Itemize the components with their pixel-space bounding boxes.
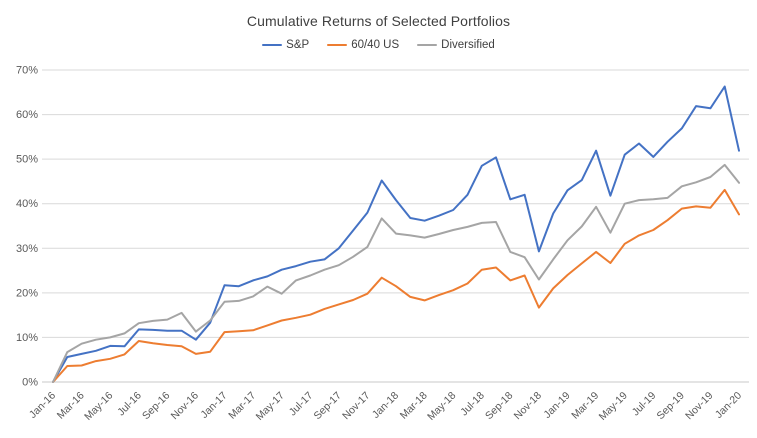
x-tick-label: Jan-16 (27, 390, 58, 421)
y-tick-label: 60% (16, 109, 38, 121)
x-tick-label: Mar-18 (398, 390, 430, 422)
y-tick-label: 20% (16, 287, 38, 299)
chart-legend: S&P 60/40 US Diversified (0, 39, 757, 51)
series-line-60-40-us (52, 188, 740, 383)
x-tick-label: May-19 (597, 390, 630, 423)
x-tick-label: Sep-18 (483, 390, 516, 423)
x-tick-label: Mar-16 (55, 390, 87, 422)
legend-item-sp: S&P (262, 39, 309, 51)
y-tick-label: 30% (16, 243, 38, 255)
x-tick-label: Jan-18 (370, 390, 401, 421)
x-tick-label: May-18 (425, 390, 458, 423)
x-tick-label: Jan-19 (541, 390, 572, 421)
legend-line-swatch-diversified (417, 43, 438, 47)
chart-title: Cumulative Returns of Selected Portfolio… (246, 13, 511, 29)
x-tick-label: Mar-17 (226, 390, 258, 422)
x-tick-label: Sep-19 (654, 390, 687, 423)
y-tick-label: 40% (16, 198, 38, 210)
x-tick-label: Nov-19 (683, 390, 716, 423)
legend-item-diversified: Diversified (417, 39, 495, 51)
legend-item-6040us: 60/40 US (327, 39, 399, 51)
x-tick-label: Jan-17 (198, 390, 229, 421)
legend-label-6040us: 60/40 US (351, 39, 400, 51)
x-tick-label: Sep-17 (311, 390, 344, 423)
x-tick-label: Sep-16 (140, 390, 173, 423)
y-tick-label: 50% (16, 154, 38, 166)
x-tick-label: May-16 (82, 390, 115, 423)
legend-line-swatch-6040us (327, 43, 348, 47)
legend-label-sp: S&P (286, 39, 310, 51)
legend-label-diversified: Diversified (441, 39, 495, 51)
y-tick-label: 10% (16, 332, 38, 344)
x-tick-label: Nov-18 (512, 390, 545, 423)
x-tick-label: Nov-17 (340, 390, 373, 423)
x-tick-label: Mar-19 (569, 390, 601, 422)
series-line-s-p (52, 85, 740, 383)
legend-line-swatch-sp (262, 43, 283, 47)
x-tick-label: May-17 (254, 390, 287, 423)
series-line-diversified (52, 163, 740, 383)
y-tick-label: 70% (16, 65, 38, 77)
x-tick-label: Jan-20 (713, 390, 744, 421)
x-tick-label: Nov-16 (169, 390, 202, 423)
y-tick-label: 0% (22, 377, 38, 389)
